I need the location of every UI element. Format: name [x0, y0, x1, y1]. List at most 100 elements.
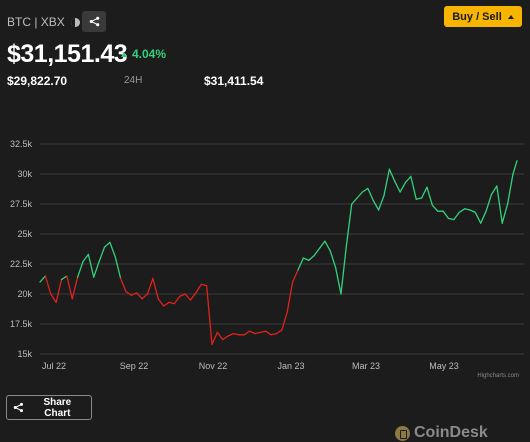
price-line-segment	[399, 181, 407, 193]
half-moon-icon[interactable]	[70, 17, 80, 27]
y-tick-label: 25k	[17, 229, 32, 239]
price-line-segment	[480, 210, 487, 224]
x-tick-label: Jul 22	[42, 361, 66, 371]
price-line-segment	[356, 191, 364, 199]
price-line-segment	[329, 250, 337, 269]
price-line-segment	[125, 290, 133, 296]
y-tick-label: 30k	[17, 169, 32, 179]
coindesk-wordmark: CoinDesk	[414, 424, 488, 441]
price-line-segment	[216, 331, 224, 341]
price-line-segment	[340, 245, 348, 295]
price-line-segment	[93, 260, 100, 278]
caret-up-icon	[507, 14, 514, 19]
price-line-segment	[189, 292, 197, 301]
price-line-segment	[275, 329, 283, 335]
price-line-segment	[103, 241, 111, 248]
price-line-segment	[87, 253, 95, 278]
price-line-segment	[463, 208, 471, 211]
coindesk-mark-icon	[395, 425, 410, 441]
price-line-segment	[490, 185, 498, 196]
pair-selector[interactable]: BTC | XBX	[7, 15, 80, 29]
price-line-segment	[168, 301, 176, 305]
current-price: $31,151.43	[7, 40, 128, 68]
price-line-segment	[119, 277, 127, 293]
price-line-segment	[130, 292, 138, 296]
price-line-segment	[248, 330, 256, 335]
price-line-segment	[442, 210, 450, 220]
price-line-segment	[297, 257, 305, 271]
price-line-segment	[184, 293, 192, 301]
price-line-segment	[173, 295, 181, 305]
price-line-segment	[410, 175, 417, 200]
high-price: $31,411.54	[204, 74, 264, 88]
price-change: 4.04%	[121, 47, 166, 61]
price-line-segment	[318, 240, 326, 250]
price-line-segment	[501, 203, 509, 224]
y-tick-label: 15k	[17, 349, 32, 359]
price-line-segment	[372, 199, 380, 211]
price-line-segment	[222, 335, 229, 341]
x-tick-label: Nov 22	[199, 361, 228, 371]
low-price: $29,822.70	[7, 74, 68, 88]
price-line-segment	[243, 330, 251, 336]
price-line-segment	[345, 203, 353, 247]
price-line-segment	[162, 301, 170, 307]
price-line-segment	[383, 168, 391, 197]
share-icon	[89, 16, 99, 27]
price-line-segment	[313, 247, 321, 257]
pair-label: BTC | XBX	[7, 15, 65, 29]
price-line-segment	[39, 275, 47, 283]
price-line-segment	[259, 330, 267, 334]
price-line-segment	[431, 204, 439, 212]
x-tick-label: Sep 22	[120, 361, 149, 371]
price-line-segment	[415, 197, 423, 200]
price-line-segment	[71, 276, 79, 300]
price-line-segment	[82, 253, 90, 263]
price-line-segment	[512, 160, 518, 175]
price-line-segment	[351, 197, 358, 205]
x-tick-label: Mar 23	[352, 361, 380, 371]
price-line-segment	[50, 293, 57, 304]
x-tick-label: May 23	[429, 361, 459, 371]
price-line-segment	[447, 217, 455, 221]
buy-sell-button[interactable]: Buy / Sell	[444, 6, 522, 27]
range-label: 24H	[124, 75, 143, 86]
share-chart-label: Share Chart	[43, 396, 72, 419]
price-line-segment	[141, 293, 149, 300]
price-line-segment	[44, 275, 52, 295]
price-line-segment	[66, 275, 73, 300]
price-line-segment	[60, 275, 68, 281]
price-line-segment	[146, 277, 154, 295]
price-line-segment	[98, 246, 106, 263]
price-line-segment	[485, 193, 493, 212]
price-line-segment	[227, 332, 235, 337]
price-line-segment	[55, 278, 63, 304]
price-line-segment	[232, 332, 240, 336]
price-line-segment	[394, 180, 401, 193]
chart-credit: Highcharts.com	[477, 373, 519, 379]
price-line-segment	[458, 208, 466, 214]
price-line-segment	[291, 269, 299, 283]
price-line-segment	[324, 240, 331, 252]
y-tick-label: 32.5k	[10, 139, 33, 149]
price-line-segment	[377, 194, 385, 211]
price-line-segment	[361, 187, 369, 193]
x-tick-label: Jan 23	[277, 361, 304, 371]
share-chart-button[interactable]: Share Chart	[6, 395, 92, 420]
price-line-segment	[474, 211, 482, 224]
price-line-segment	[270, 332, 278, 336]
price-line-segment	[286, 281, 294, 313]
price-change-value: 4.04%	[132, 47, 167, 61]
price-line-segment	[404, 175, 412, 184]
price-line-segment	[308, 254, 315, 262]
price-line-segment	[367, 187, 374, 202]
price-line-segment	[388, 168, 396, 182]
price-line-segment	[334, 266, 342, 295]
price-chart[interactable]: 32.5k 30k 27.5k 25k 22.5k 20k 17.5k 15k Jul 22 Se…	[0, 130, 530, 380]
price-line-segment	[254, 331, 262, 335]
price-line-segment	[265, 330, 272, 336]
buy-sell-label: Buy / Sell	[452, 10, 502, 23]
price-line-segment	[302, 257, 310, 262]
price-line-segment	[109, 241, 116, 258]
share-button[interactable]	[82, 11, 106, 32]
